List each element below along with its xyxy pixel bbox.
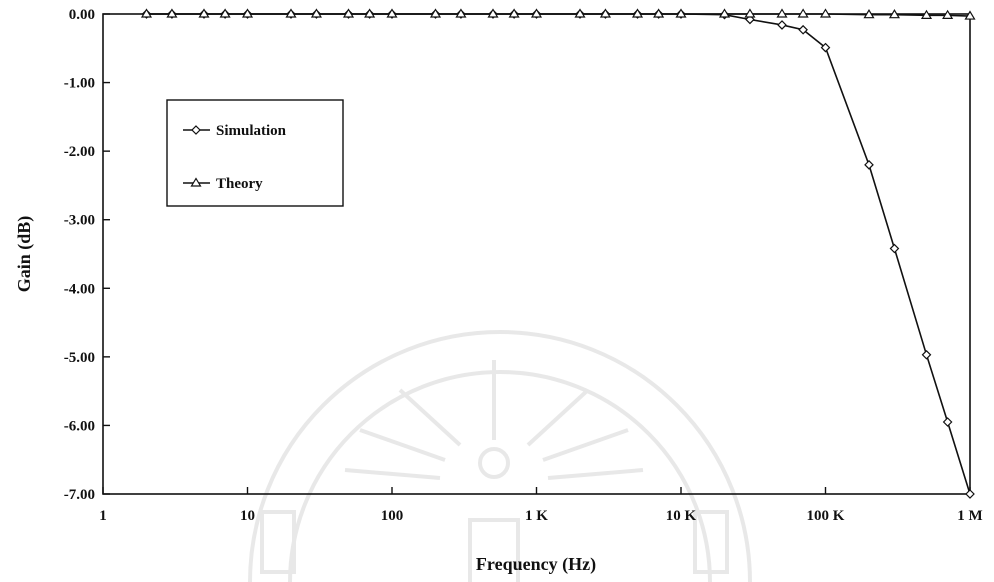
data-point-theory bbox=[508, 8, 520, 18]
data-point-theory bbox=[964, 10, 976, 20]
data-point-simulation bbox=[864, 160, 874, 170]
x-axis-title: Frequency (Hz) bbox=[476, 554, 596, 575]
x-tick-label: 1 bbox=[99, 508, 107, 524]
data-point-theory bbox=[797, 8, 809, 18]
data-point-theory bbox=[599, 8, 612, 18]
data-point-theory bbox=[942, 9, 954, 19]
y-axis-title: Gain (dB) bbox=[14, 216, 35, 293]
legend-label-simulation: Simulation bbox=[216, 123, 287, 139]
y-tick-label: -1.00 bbox=[64, 76, 95, 92]
data-point-theory bbox=[219, 8, 231, 18]
y-tick-label: -5.00 bbox=[64, 350, 95, 366]
data-point-theory bbox=[342, 8, 355, 18]
data-point-theory bbox=[140, 8, 153, 18]
x-tick-label: 10 bbox=[240, 508, 255, 524]
data-point-theory bbox=[455, 8, 467, 18]
data-point-theory bbox=[429, 8, 442, 18]
x-tick-label: 100 bbox=[381, 508, 404, 524]
data-point-theory bbox=[819, 8, 832, 18]
series-simulation bbox=[141, 9, 975, 499]
watermark-seal bbox=[248, 330, 752, 582]
data-point-theory bbox=[776, 8, 788, 18]
data-point-theory bbox=[675, 8, 687, 18]
data-point-theory bbox=[198, 8, 210, 18]
y-tick-label: -3.00 bbox=[64, 213, 95, 229]
y-axis: 0.00 -1.00 -2.00 -3.00 -4.00 -5.00 -6.00 -7.00 bbox=[64, 7, 110, 503]
x-tick-label: 1 K bbox=[525, 508, 548, 524]
x-tick-label: 100 K bbox=[807, 508, 845, 524]
series-line-theory bbox=[146, 13, 971, 17]
legend: Simulation Theory bbox=[166, 99, 344, 207]
series-line-simulation bbox=[146, 13, 971, 495]
data-point-simulation bbox=[798, 24, 808, 35]
legend-marker-simulation bbox=[191, 125, 201, 135]
data-point-theory bbox=[386, 8, 398, 18]
y-tick-label: -4.00 bbox=[64, 281, 95, 297]
y-tick-label: -6.00 bbox=[64, 418, 95, 434]
y-tick-label: -2.00 bbox=[64, 144, 95, 160]
data-point-theory bbox=[863, 9, 875, 19]
data-point-theory bbox=[310, 8, 323, 18]
data-point-theory bbox=[744, 8, 756, 18]
x-tick-label: 10 K bbox=[666, 508, 697, 524]
y-tick-label: 0.00 bbox=[69, 7, 95, 23]
data-point-theory bbox=[631, 8, 644, 18]
legend-marker-theory bbox=[190, 177, 202, 187]
data-point-theory bbox=[718, 8, 731, 18]
legend-label-theory: Theory bbox=[216, 176, 263, 192]
data-point-simulation bbox=[777, 20, 787, 30]
data-point-theory bbox=[530, 8, 543, 18]
x-axis: 1 10 100 1 K 10 K 100 K 1 M bbox=[99, 487, 983, 524]
data-point-theory bbox=[653, 8, 665, 18]
data-point-simulation bbox=[965, 489, 975, 499]
data-point-theory bbox=[166, 8, 178, 18]
data-point-theory bbox=[241, 8, 254, 18]
data-point-theory bbox=[574, 8, 586, 18]
data-point-theory bbox=[888, 9, 901, 19]
data-point-theory bbox=[364, 8, 376, 18]
data-point-simulation bbox=[820, 42, 831, 53]
data-point-theory bbox=[920, 9, 933, 19]
series-layer bbox=[140, 8, 976, 499]
data-point-simulation bbox=[942, 417, 953, 427]
data-point-theory bbox=[487, 8, 499, 18]
x-tick-label: 1 M bbox=[957, 508, 982, 524]
data-point-theory bbox=[285, 8, 297, 18]
series-theory bbox=[140, 8, 976, 20]
data-point-simulation bbox=[921, 349, 932, 360]
y-tick-label: -7.00 bbox=[64, 487, 95, 503]
data-point-simulation bbox=[889, 243, 900, 254]
